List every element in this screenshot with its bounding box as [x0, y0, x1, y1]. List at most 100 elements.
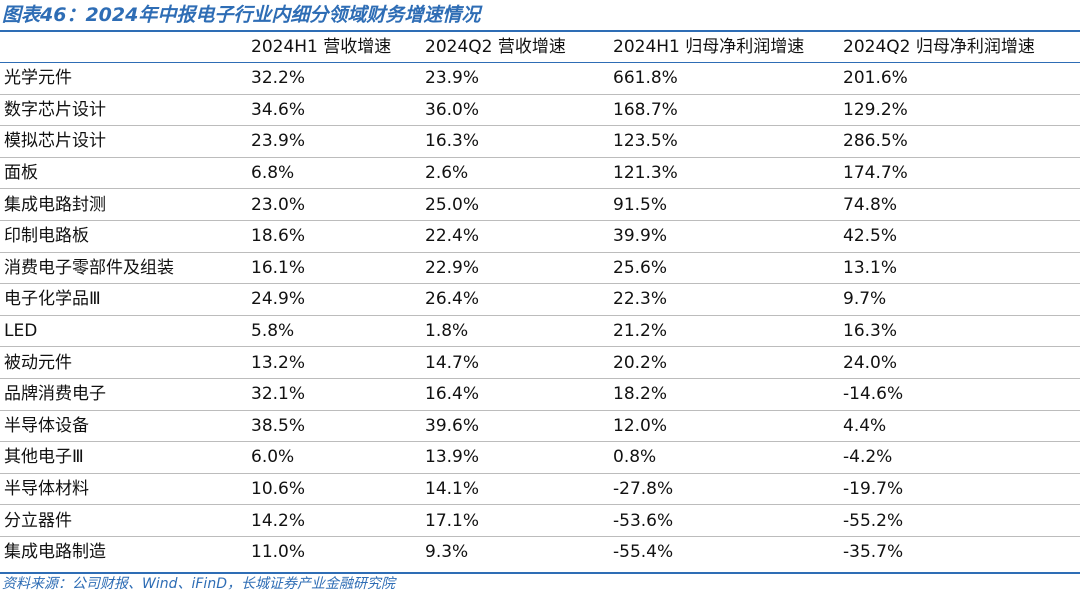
q2-revenue-growth-cell: 14.1% — [421, 473, 609, 506]
q2-net-profit-growth-cell: 24.0% — [839, 346, 1080, 379]
h1-net-profit-growth-cell: 18.2% — [609, 378, 839, 411]
h1-revenue-growth-cell: 32.1% — [247, 378, 421, 411]
header-q2-net-profit-growth: 2024Q2 归母净利润增速 — [839, 32, 1080, 63]
growth-table: 2024H1 营收增速 2024Q2 营收增速 2024H1 归母净利润增速 2… — [0, 32, 1080, 568]
h1-revenue-growth-cell: 23.9% — [247, 125, 421, 158]
table-row: 面板 6.8% 2.6% 121.3% 174.7% — [0, 157, 1080, 190]
row-label: 被动元件 — [0, 346, 247, 379]
q2-revenue-growth-cell: 25.0% — [421, 188, 609, 221]
row-label: LED — [0, 315, 247, 348]
q2-revenue-growth-cell: 13.9% — [421, 441, 609, 474]
q2-net-profit-growth-cell: 4.4% — [839, 410, 1080, 443]
q2-revenue-growth-cell: 17.1% — [421, 504, 609, 537]
q2-revenue-growth-cell: 36.0% — [421, 94, 609, 127]
q2-net-profit-growth-cell: -4.2% — [839, 441, 1080, 474]
q2-revenue-growth-cell: 22.4% — [421, 220, 609, 253]
h1-revenue-growth-cell: 38.5% — [247, 410, 421, 443]
q2-net-profit-growth-cell: 13.1% — [839, 252, 1080, 285]
table-row: 半导体设备 38.5% 39.6% 12.0% 4.4% — [0, 410, 1080, 443]
q2-net-profit-growth-cell: 9.7% — [839, 283, 1080, 316]
table-row: 光学元件 32.2% 23.9% 661.8% 201.6% — [0, 62, 1080, 95]
h1-net-profit-growth-cell: 661.8% — [609, 62, 839, 95]
source-note: 资料来源：公司财报、Wind、iFinD，长城证券产业金融研究院 — [2, 576, 395, 592]
q2-revenue-growth-cell: 1.8% — [421, 315, 609, 348]
table-row: 集成电路封测 23.0% 25.0% 91.5% 74.8% — [0, 188, 1080, 221]
q2-net-profit-growth-cell: 129.2% — [839, 94, 1080, 127]
h1-revenue-growth-cell: 14.2% — [247, 504, 421, 537]
h1-net-profit-growth-cell: -55.4% — [613, 542, 674, 563]
q2-net-profit-growth-cell: -19.7% — [839, 473, 1080, 506]
q2-revenue-growth-cell: 16.3% — [421, 125, 609, 158]
h1-net-profit-growth-cell: 21.2% — [609, 315, 839, 348]
h1-net-profit-growth-cell: 20.2% — [609, 346, 839, 379]
figure-title: 图表46：2024年中报电子行业内细分领域财务增速情况 — [2, 4, 481, 26]
row-label: 半导体材料 — [0, 473, 247, 506]
q2-net-profit-growth-cell: 74.8% — [839, 188, 1080, 221]
q2-net-profit-growth-cell: -35.7% — [843, 542, 904, 563]
header-corner — [0, 32, 247, 63]
h1-revenue-growth-cell: 10.6% — [247, 473, 421, 506]
h1-net-profit-growth-cell: 25.6% — [609, 252, 839, 285]
row-label: 数字芯片设计 — [0, 94, 247, 127]
h1-revenue-growth-cell: 24.9% — [247, 283, 421, 316]
header-row: 2024H1 营收增速 2024Q2 营收增速 2024H1 归母净利润增速 2… — [0, 32, 1080, 63]
h1-net-profit-growth-cell: 0.8% — [609, 441, 839, 474]
row-label: 集成电路封测 — [0, 188, 247, 221]
h1-net-profit-growth-cell: 121.3% — [609, 157, 839, 190]
table-row: 其他电子Ⅲ 6.0% 13.9% 0.8% -4.2% — [0, 441, 1080, 474]
q2-net-profit-growth-cell: 16.3% — [839, 315, 1080, 348]
table-row: 半导体材料 10.6% 14.1% -27.8% -19.7% — [0, 473, 1080, 506]
bottom-rule — [0, 572, 1080, 574]
h1-revenue-growth-cell: 34.6% — [247, 94, 421, 127]
h1-net-profit-growth-cell: 168.7% — [609, 94, 839, 127]
q2-revenue-growth-cell: 16.4% — [421, 378, 609, 411]
q2-revenue-growth-cell: 39.6% — [421, 410, 609, 443]
q2-revenue-growth-cell: 23.9% — [421, 62, 609, 95]
table-body: 光学元件 32.2% 23.9% 661.8% 201.6% 数字芯片设计 34.6% 36.… — [0, 62, 1080, 568]
q2-net-profit-growth-cell: 174.7% — [839, 157, 1080, 190]
table-row: 集成电路制造 11.0% 9.3% -55.4% -35.7% — [0, 536, 1080, 567]
table-row: 被动元件 13.2% 14.7% 20.2% 24.0% — [0, 346, 1080, 379]
h1-net-profit-growth-cell: 123.5% — [609, 125, 839, 158]
h1-revenue-growth-cell: 18.6% — [247, 220, 421, 253]
table-row: LED 5.8% 1.8% 21.2% 16.3% — [0, 315, 1080, 348]
row-label: 光学元件 — [0, 62, 247, 95]
q2-revenue-growth-cell: 26.4% — [421, 283, 609, 316]
row-label: 印制电路板 — [0, 220, 247, 253]
h1-net-profit-growth-cell: -53.6% — [609, 504, 839, 537]
table-row: 品牌消费电子 32.1% 16.4% 18.2% -14.6% — [0, 378, 1080, 411]
h1-net-profit-growth-cell: 39.9% — [609, 220, 839, 253]
q2-revenue-growth-cell: 2.6% — [421, 157, 609, 190]
row-label: 电子化学品Ⅲ — [0, 283, 247, 316]
row-label: 面板 — [0, 157, 247, 190]
row-label: 其他电子Ⅲ — [0, 441, 247, 474]
header-h1-revenue-growth: 2024H1 营收增速 — [247, 32, 421, 63]
h1-revenue-growth-cell: 6.8% — [247, 157, 421, 190]
q2-revenue-growth-cell: 22.9% — [421, 252, 609, 285]
row-label: 半导体设备 — [0, 410, 247, 443]
h1-revenue-growth-cell: 11.0% — [251, 542, 306, 563]
table-row: 电子化学品Ⅲ 24.9% 26.4% 22.3% 9.7% — [0, 283, 1080, 316]
h1-revenue-growth-cell: 23.0% — [247, 188, 421, 221]
header-q2-revenue-growth: 2024Q2 营收增速 — [421, 32, 609, 63]
h1-revenue-growth-cell: 13.2% — [247, 346, 421, 379]
h1-revenue-growth-cell: 5.8% — [247, 315, 421, 348]
table-row: 数字芯片设计 34.6% 36.0% 168.7% 129.2% — [0, 94, 1080, 127]
row-label: 分立器件 — [0, 504, 247, 537]
row-label: 集成电路制造 — [4, 542, 106, 563]
row-label: 品牌消费电子 — [0, 378, 247, 411]
h1-net-profit-growth-cell: 12.0% — [609, 410, 839, 443]
top-rule — [0, 30, 1080, 32]
h1-revenue-growth-cell: 16.1% — [247, 252, 421, 285]
h1-net-profit-growth-cell: 91.5% — [609, 188, 839, 221]
q2-net-profit-growth-cell: 42.5% — [839, 220, 1080, 253]
q2-net-profit-growth-cell: 201.6% — [839, 62, 1080, 95]
q2-revenue-growth-cell: 14.7% — [421, 346, 609, 379]
h1-revenue-growth-cell: 32.2% — [247, 62, 421, 95]
table-row: 分立器件 14.2% 17.1% -53.6% -55.2% — [0, 504, 1080, 537]
h1-net-profit-growth-cell: -27.8% — [609, 473, 839, 506]
row-label: 消费电子零部件及组装 — [0, 252, 247, 285]
row-label: 模拟芯片设计 — [0, 125, 247, 158]
table-row: 消费电子零部件及组装 16.1% 22.9% 25.6% 13.1% — [0, 252, 1080, 285]
header-h1-net-profit-growth: 2024H1 归母净利润增速 — [609, 32, 839, 63]
